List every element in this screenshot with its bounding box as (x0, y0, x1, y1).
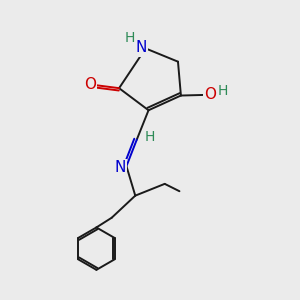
Text: N: N (115, 160, 126, 175)
Text: N: N (136, 40, 147, 55)
Text: O: O (84, 77, 96, 92)
Text: H: H (125, 31, 136, 45)
Text: H: H (145, 130, 155, 144)
Text: H: H (218, 83, 228, 98)
Text: O: O (204, 87, 216, 102)
